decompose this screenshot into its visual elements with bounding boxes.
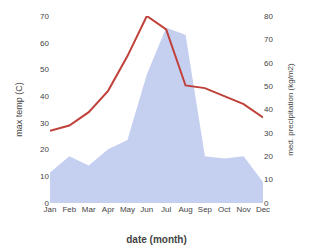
svg-text:0: 0	[264, 199, 269, 208]
svg-text:Sep: Sep	[198, 205, 213, 214]
svg-text:Jul: Jul	[161, 205, 171, 214]
svg-text:50: 50	[40, 65, 49, 74]
svg-text:Nov: Nov	[237, 205, 251, 214]
svg-text:10: 10	[40, 172, 49, 181]
svg-text:Aug: Aug	[178, 205, 192, 214]
svg-text:20: 20	[40, 145, 49, 154]
svg-text:70: 70	[40, 12, 49, 21]
svg-text:Mar: Mar	[82, 205, 96, 214]
svg-text:med. precipitation (kg/m2): med. precipitation (kg/m2)	[286, 63, 295, 156]
svg-text:Feb: Feb	[62, 205, 76, 214]
svg-text:Oct: Oct	[218, 205, 231, 214]
svg-text:0: 0	[45, 199, 50, 208]
svg-text:50: 50	[264, 82, 273, 91]
svg-text:Jan: Jan	[44, 205, 57, 214]
svg-text:30: 30	[40, 119, 49, 128]
svg-text:30: 30	[264, 129, 273, 138]
svg-text:70: 70	[264, 35, 273, 44]
svg-text:80: 80	[264, 12, 273, 21]
svg-text:May: May	[120, 205, 135, 214]
svg-text:60: 60	[264, 59, 273, 68]
svg-text:Dec: Dec	[256, 205, 270, 214]
svg-text:max temp (C): max temp (C)	[14, 82, 24, 137]
svg-text:10: 10	[264, 175, 273, 184]
svg-text:Jun: Jun	[140, 205, 153, 214]
svg-text:20: 20	[264, 152, 273, 161]
svg-text:40: 40	[40, 92, 49, 101]
svg-text:60: 60	[40, 39, 49, 48]
svg-text:Apr: Apr	[102, 205, 115, 214]
svg-text:date (month): date (month)	[126, 234, 187, 245]
svg-text:40: 40	[264, 105, 273, 114]
